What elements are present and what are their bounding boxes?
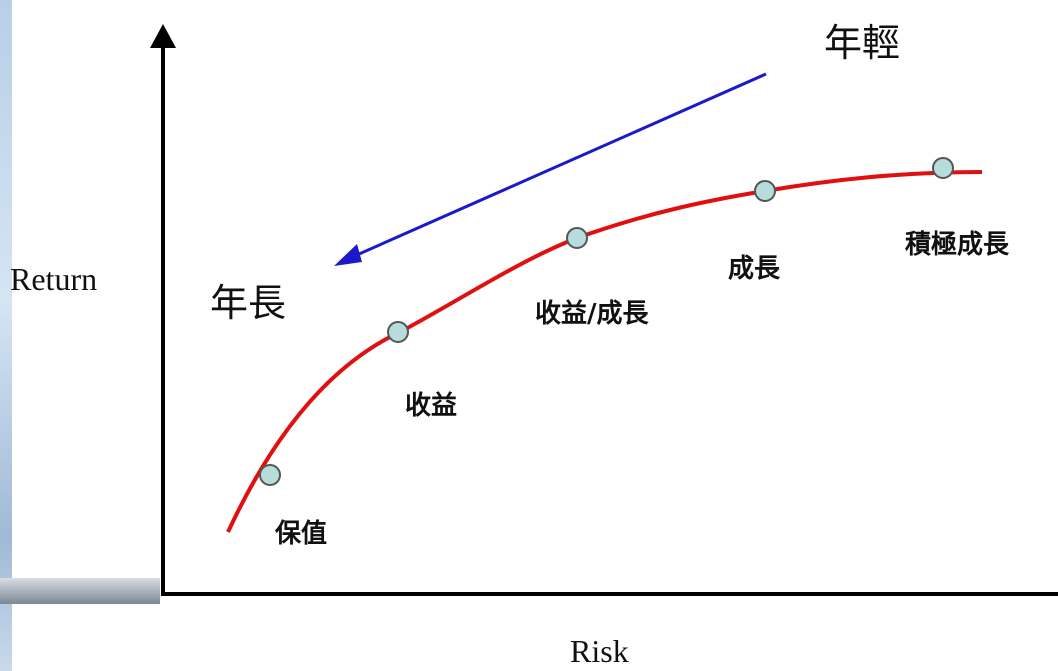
- stage-label: 收益: [405, 391, 457, 421]
- stage-label: 保值: [274, 519, 327, 549]
- stage-label: 收益/成長: [535, 299, 649, 329]
- young-label: 年輕: [824, 21, 900, 65]
- age-arrow-head-icon: [334, 244, 362, 266]
- stage-label: 成長: [728, 254, 781, 284]
- age-arrow: [349, 72, 767, 260]
- x-axis-label: Risk: [570, 633, 629, 669]
- stage-point: [387, 321, 409, 343]
- old-label: 年長: [210, 281, 286, 325]
- frontier-curve: [226, 170, 983, 533]
- bottom-decor-bar: [0, 578, 160, 604]
- stage-point: [566, 227, 588, 249]
- y-axis-label: Return: [10, 261, 97, 297]
- stage-point: [754, 180, 776, 202]
- stage-label: 積極成長: [905, 230, 1010, 260]
- stage-point: [932, 157, 954, 179]
- stage-point: [259, 464, 281, 486]
- left-decor-strip: [0, 0, 12, 671]
- y-axis-arrowhead: [150, 24, 176, 48]
